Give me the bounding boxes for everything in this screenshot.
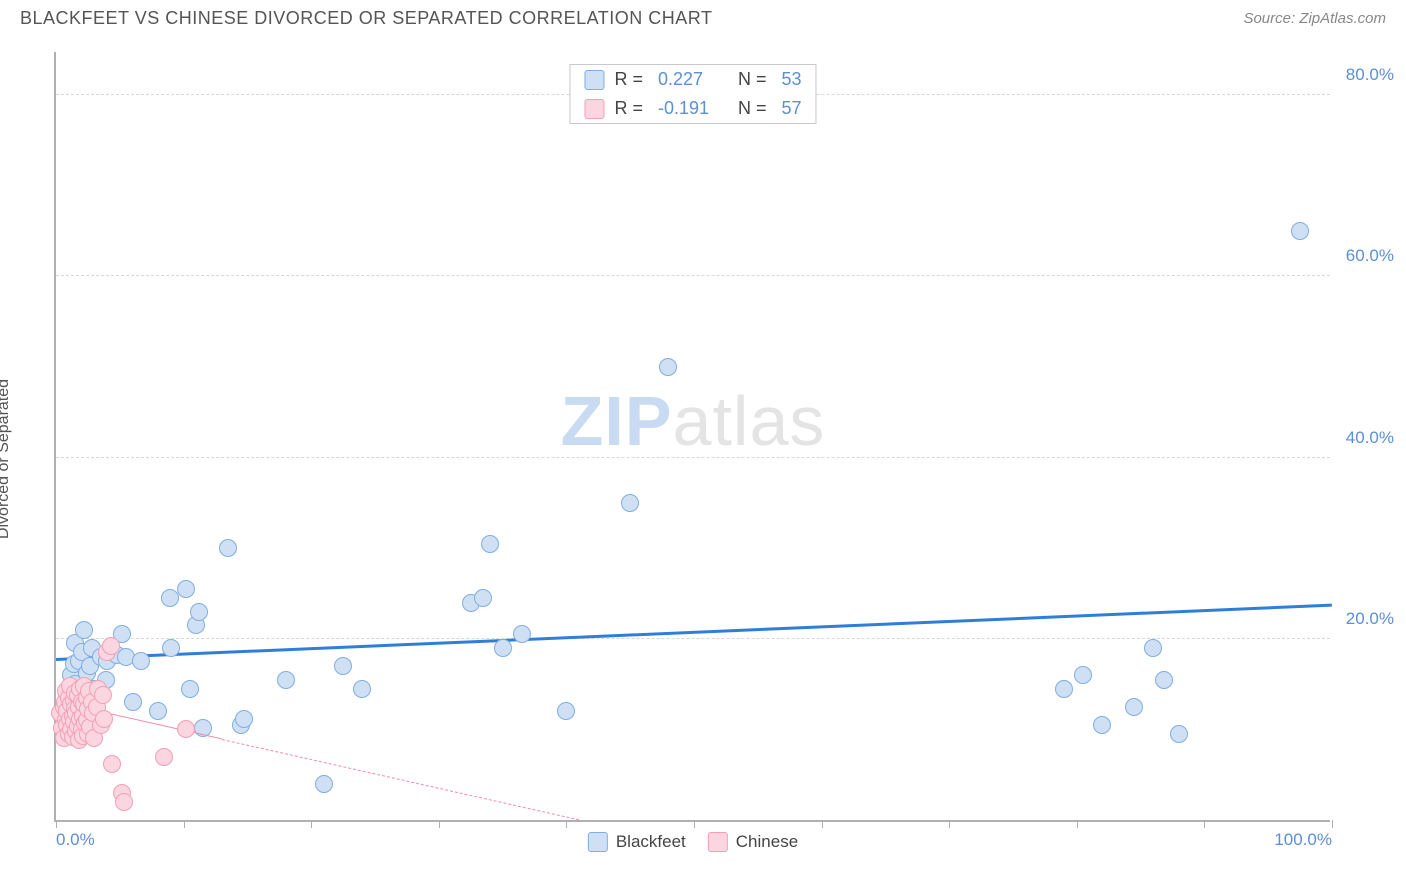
x-tick	[694, 820, 695, 828]
plot-area: ZIPatlas R = 0.227 N = 53R = -0.191 N = …	[54, 52, 1330, 822]
data-point	[1144, 639, 1162, 657]
data-point	[95, 710, 113, 728]
legend-item: Blackfeet	[588, 832, 686, 852]
x-tick	[949, 820, 950, 828]
gridline	[56, 275, 1330, 276]
x-tick	[822, 820, 823, 828]
y-tick-label: 60.0%	[1346, 246, 1394, 266]
y-tick-label: 20.0%	[1346, 609, 1394, 629]
x-tick	[1204, 820, 1205, 828]
watermark-atlas: atlas	[673, 382, 826, 460]
legend-r-label: R =	[614, 69, 648, 90]
data-point	[162, 639, 180, 657]
data-point	[557, 702, 575, 720]
x-tick	[566, 820, 567, 828]
data-point	[190, 603, 208, 621]
legend-label: Chinese	[736, 832, 798, 852]
x-tick-label: 100.0%	[1274, 830, 1332, 850]
x-tick	[311, 820, 312, 828]
series-legend: Blackfeet Chinese	[588, 832, 798, 852]
data-point	[177, 720, 195, 738]
data-point	[124, 693, 142, 711]
data-point	[353, 680, 371, 698]
y-axis-label: Divorced or Separated	[0, 379, 13, 539]
x-tick-label: 0.0%	[56, 830, 95, 850]
data-point	[181, 680, 199, 698]
y-tick-label: 80.0%	[1346, 65, 1394, 85]
legend-r-value: 0.227	[658, 69, 718, 90]
data-point	[621, 494, 639, 512]
data-point	[115, 793, 133, 811]
data-point	[75, 621, 93, 639]
legend-n-value: 57	[782, 98, 802, 119]
legend-n-label: N =	[728, 98, 772, 119]
data-point	[659, 358, 677, 376]
data-point	[474, 589, 492, 607]
legend-r-value: -0.191	[658, 98, 718, 119]
x-tick	[1077, 820, 1078, 828]
data-point	[1093, 716, 1111, 734]
trend-line	[222, 739, 579, 820]
data-point	[94, 686, 112, 704]
legend-swatch	[708, 832, 728, 852]
data-point	[315, 775, 333, 793]
data-point	[161, 589, 179, 607]
legend-label: Blackfeet	[616, 832, 686, 852]
data-point	[1291, 222, 1309, 240]
data-point	[277, 671, 295, 689]
data-point	[1170, 725, 1188, 743]
data-point	[132, 652, 150, 670]
data-point	[1155, 671, 1173, 689]
data-point	[102, 637, 120, 655]
legend-item: Chinese	[708, 832, 798, 852]
chart-header: BLACKFEET VS CHINESE DIVORCED OR SEPARAT…	[0, 0, 1406, 35]
legend-n-value: 53	[782, 69, 802, 90]
chart-container: Divorced or Separated ZIPatlas R = 0.227…	[14, 40, 1392, 878]
y-tick-label: 40.0%	[1346, 428, 1394, 448]
data-point	[513, 625, 531, 643]
data-point	[149, 702, 167, 720]
watermark: ZIPatlas	[561, 381, 826, 461]
x-tick	[184, 820, 185, 828]
data-point	[1074, 666, 1092, 684]
data-point	[155, 748, 173, 766]
watermark-zip: ZIP	[561, 382, 673, 460]
legend-swatch	[588, 832, 608, 852]
legend-n-label: N =	[728, 69, 772, 90]
x-tick	[56, 820, 57, 828]
chart-title: BLACKFEET VS CHINESE DIVORCED OR SEPARAT…	[20, 8, 712, 29]
data-point	[494, 639, 512, 657]
data-point	[334, 657, 352, 675]
data-point	[481, 535, 499, 553]
trend-line	[56, 604, 1332, 661]
correlation-legend: R = 0.227 N = 53R = -0.191 N = 57	[569, 64, 816, 124]
legend-swatch	[584, 99, 604, 119]
source-attribution: Source: ZipAtlas.com	[1243, 10, 1386, 27]
data-point	[219, 539, 237, 557]
data-point	[1055, 680, 1073, 698]
data-point	[235, 710, 253, 728]
data-point	[103, 755, 121, 773]
data-point	[1125, 698, 1143, 716]
legend-r-label: R =	[614, 98, 648, 119]
x-tick	[439, 820, 440, 828]
gridline	[56, 638, 1330, 639]
legend-row: R = -0.191 N = 57	[570, 94, 815, 123]
legend-swatch	[584, 70, 604, 90]
legend-row: R = 0.227 N = 53	[570, 65, 815, 94]
data-point	[177, 580, 195, 598]
x-tick	[1332, 820, 1333, 828]
gridline	[56, 457, 1330, 458]
